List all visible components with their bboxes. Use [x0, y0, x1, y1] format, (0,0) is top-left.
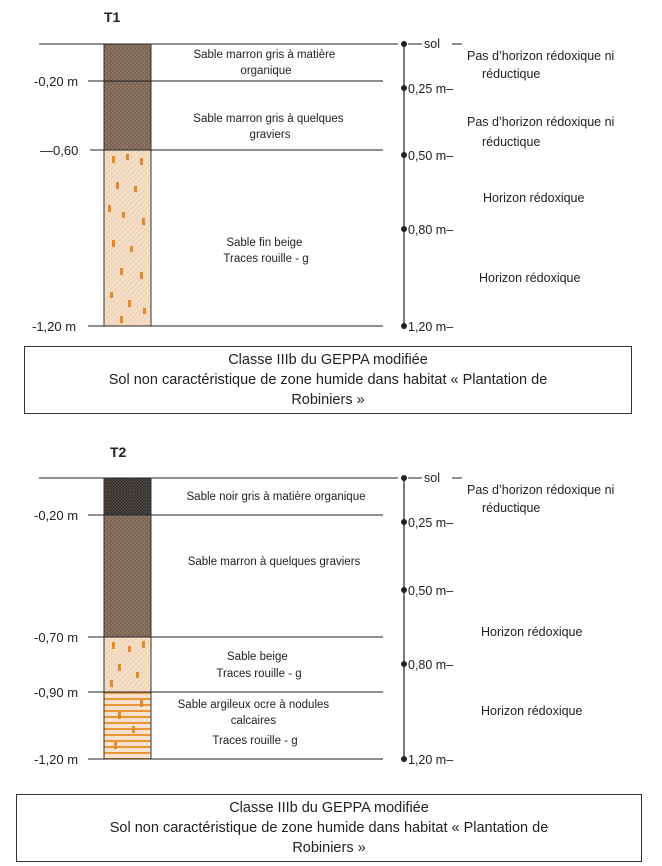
layer-description: Sable noir gris à matière organique [187, 491, 366, 503]
layer-brown-sand [104, 44, 151, 150]
scale-mark: 0,25 m– [408, 516, 453, 530]
depth-label: -0,20 m [34, 74, 78, 89]
layer-beige-sand [104, 150, 151, 326]
scale-mark: 0,25 m– [408, 82, 453, 96]
horizon-label: Horizon rédoxique [481, 704, 582, 718]
layer-description: Sable marron gris à matière organique [193, 49, 338, 77]
scale-mark: sol [424, 37, 440, 51]
layer-brown-sand [104, 515, 151, 637]
horizon-label: Pas d’horizon rédoxique ni réductique [467, 483, 618, 515]
layer-description: Sable argileux ocre à nodules calcaires … [178, 699, 333, 747]
horizon-label: Horizon rédoxique [483, 191, 584, 205]
layer-description: Sable marron à quelques graviers [188, 556, 361, 568]
caption-line: Sol non caractéristique de zone humide d… [31, 370, 625, 390]
caption-t1: Classe IIIb du GEPPA modifiée Sol non ca… [24, 346, 632, 414]
horizon-label: Pas d’horizon rédoxique ni réductique [467, 115, 618, 149]
layer-lines [39, 478, 398, 759]
caption-line: Robiniers » [23, 838, 635, 858]
scale-mark: 0,50 m– [408, 149, 453, 163]
caption-line: Robiniers » [31, 390, 625, 410]
profile-t2: T2 -0,20 m -0,70 m -0,90 m -1,20 m Sable… [34, 444, 618, 767]
layer-description: Sable fin beige Traces rouille - g [223, 237, 308, 265]
layer-description: Sable marron gris à quelques graviers [193, 113, 346, 141]
horizon-label: Pas d’horizon rédoxique ni réductique [467, 49, 618, 81]
caption-line: Sol non caractéristique de zone humide d… [23, 818, 635, 838]
caption-line: Classe IIIb du GEPPA modifiée [23, 798, 635, 818]
profile-title: T1 [104, 9, 121, 25]
scale-mark: 1,20 m– [408, 320, 453, 334]
scale-mark: 0,80 m– [408, 223, 453, 237]
scale-mark: sol [424, 471, 440, 485]
caption-line: Classe IIIb du GEPPA modifiée [31, 350, 625, 370]
depth-label: -0,70 m [34, 630, 78, 645]
depth-label: -1,20 m [34, 752, 78, 767]
profile-t1: T1 -0,20 m —0,60 -1,20 m Sable marron gr… [32, 9, 618, 334]
depth-label: -1,20 m [32, 319, 76, 334]
depth-label: -0,20 m [34, 508, 78, 523]
depth-label: -0,90 m [34, 685, 78, 700]
profile-title: T2 [110, 444, 127, 460]
layer-lines [39, 44, 398, 326]
scale-mark: 0,50 m– [408, 584, 453, 598]
depth-label: —0,60 [40, 143, 78, 158]
scale-mark: 1,20 m– [408, 753, 453, 767]
horizon-label: Horizon rédoxique [479, 271, 580, 285]
layer-dark-organic [104, 478, 151, 515]
layer-ochre-clay [104, 692, 151, 759]
layer-description: Sable beige Traces rouille - g [216, 651, 301, 680]
caption-t2: Classe IIIb du GEPPA modifiée Sol non ca… [16, 794, 642, 862]
scale-mark: 0,80 m– [408, 658, 453, 672]
horizon-label: Horizon rédoxique [481, 625, 582, 639]
